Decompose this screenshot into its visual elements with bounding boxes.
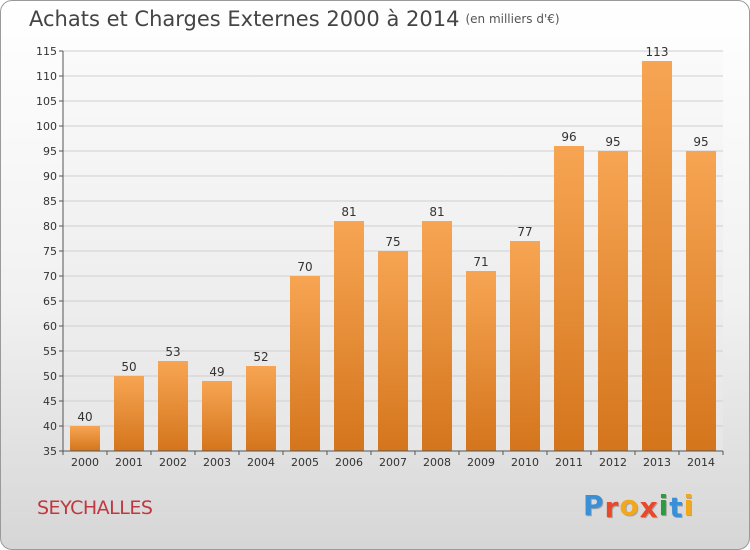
- x-tick-label: 2013: [643, 456, 671, 469]
- y-tick-label: 70: [43, 270, 57, 283]
- bar: [290, 276, 320, 451]
- bar: [598, 151, 628, 451]
- title-text: Achats et Charges Externes 2000 à 2014: [29, 7, 460, 31]
- x-tick-label: 2012: [599, 456, 627, 469]
- y-tick-label: 65: [43, 295, 57, 308]
- data-label: 113: [646, 45, 669, 59]
- logo-letter: t: [669, 491, 684, 524]
- x-tick-label: 2014: [687, 456, 715, 469]
- x-tick-label: 2000: [71, 456, 99, 469]
- y-tick-label: 115: [36, 45, 57, 58]
- data-label: 40: [77, 410, 92, 424]
- y-tick-label: 80: [43, 220, 57, 233]
- bar: [378, 251, 408, 451]
- data-label: 70: [297, 260, 312, 274]
- data-label: 49: [209, 365, 224, 379]
- y-tick-label: 90: [43, 170, 57, 183]
- bar: [158, 361, 188, 451]
- bars-group: [70, 61, 716, 451]
- bar: [202, 381, 232, 451]
- y-tick-label: 100: [36, 120, 57, 133]
- y-tick-label: 95: [43, 145, 57, 158]
- y-tick-label: 50: [43, 370, 57, 383]
- logo-letter: x: [639, 491, 659, 524]
- bar: [114, 376, 144, 451]
- bar: [686, 151, 716, 451]
- y-tick-label: 45: [43, 395, 57, 408]
- bar: [246, 366, 276, 451]
- data-label: 71: [473, 255, 488, 269]
- x-axis-ticks: 2000 2001 2002 2003 2004 2005 2006 2007 2008 2009…: [62, 451, 724, 469]
- y-tick-label: 105: [36, 95, 57, 108]
- chart-title: Achats et Charges Externes 2000 à 2014 (e…: [29, 7, 560, 31]
- y-tick-label: 40: [43, 420, 57, 433]
- logo-letter: P: [583, 489, 605, 522]
- logo-letter: i: [658, 489, 670, 522]
- logo-letter: r: [604, 491, 620, 524]
- bar: [554, 146, 584, 451]
- y-tick-label: 75: [43, 245, 57, 258]
- data-label: 50: [121, 360, 136, 374]
- bar: [422, 221, 452, 451]
- y-tick-label: 85: [43, 195, 57, 208]
- commune-name: SEYCHALLES: [37, 497, 153, 519]
- y-axis-ticks: 35 40 45 50 55 60 65 70 75 80 85 90 95 100 105 110 115: [36, 45, 63, 458]
- logo-letter: i: [683, 489, 695, 522]
- data-label: 96: [561, 130, 576, 144]
- logo-letter: o: [619, 489, 640, 522]
- y-tick-label: 110: [36, 70, 57, 83]
- bar: [334, 221, 364, 451]
- x-tick-label: 2001: [115, 456, 143, 469]
- data-label: 81: [341, 205, 356, 219]
- bar: [466, 271, 496, 451]
- x-tick-label: 2007: [379, 456, 407, 469]
- data-label: 77: [517, 225, 532, 239]
- x-tick-label: 2008: [423, 456, 451, 469]
- data-label: 75: [385, 235, 400, 249]
- y-tick-label: 60: [43, 320, 57, 333]
- x-tick-label: 2006: [335, 456, 363, 469]
- x-tick-label: 2009: [467, 456, 495, 469]
- x-tick-label: 2011: [555, 456, 583, 469]
- proxiti-logo[interactable]: Proxiti: [583, 489, 695, 524]
- y-tick-label: 55: [43, 345, 57, 358]
- x-tick-label: 2003: [203, 456, 231, 469]
- data-label: 81: [429, 205, 444, 219]
- data-label: 95: [605, 135, 620, 149]
- data-label: 95: [693, 135, 708, 149]
- y-tick-label: 35: [43, 445, 57, 458]
- data-label: 52: [253, 350, 268, 364]
- x-tick-label: 2005: [291, 456, 319, 469]
- data-label: 53: [165, 345, 180, 359]
- data-labels: 40 50 53 49 52 70 81 75 81 71 77 96 95 113 95: [77, 45, 708, 424]
- chart-subtitle: (en milliers d'€): [465, 12, 560, 26]
- bar: [642, 61, 672, 451]
- bar: [70, 426, 100, 451]
- x-tick-label: 2004: [247, 456, 275, 469]
- bar: [510, 241, 540, 451]
- x-tick-label: 2002: [159, 456, 187, 469]
- x-tick-label: 2010: [511, 456, 539, 469]
